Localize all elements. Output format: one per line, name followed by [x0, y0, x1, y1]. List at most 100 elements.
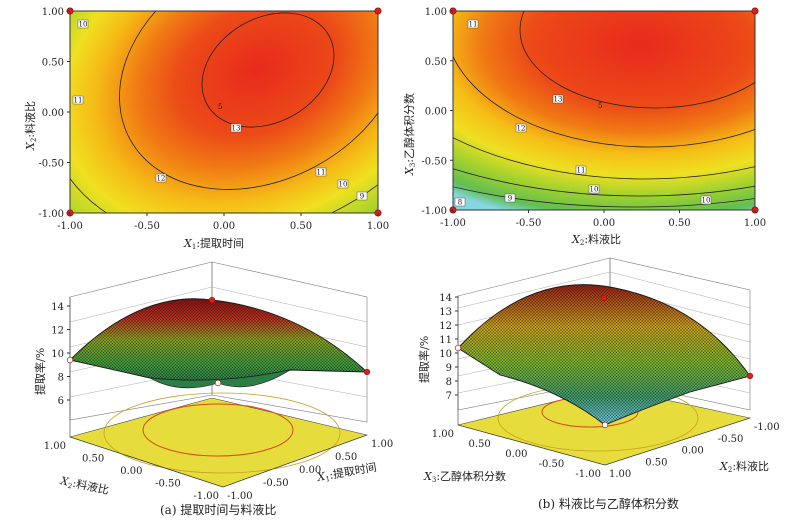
floor-contour-a1	[142, 403, 294, 457]
contour-line-13b	[519, 11, 755, 109]
contour-label: 11	[317, 169, 326, 177]
contour-label: 10	[590, 186, 599, 194]
contour-label: 9	[360, 193, 364, 201]
y3d-tick-label: 0.00	[505, 449, 527, 460]
x3d-tick-label: -0.50	[718, 434, 744, 445]
x3d-tick-label: -1.00	[754, 422, 780, 433]
center-point-label: 5	[598, 102, 602, 110]
y3d-tick-label: -1.00	[193, 491, 219, 502]
y3d-tick-label: -0.50	[539, 459, 565, 470]
x3d-axis-label-a: X1:提取时间	[315, 461, 378, 485]
contour-label-box	[454, 197, 466, 207]
x-tick-label: -0.50	[134, 221, 160, 232]
x-tick-label: 0.50	[668, 218, 690, 229]
y-tick-label: -1.00	[421, 206, 447, 217]
x-tick-label: 0.00	[593, 218, 615, 229]
x3d-tick-label: 0.50	[335, 452, 357, 463]
z-axis-label-a: 提取率/%	[33, 348, 47, 395]
contour-line-11b	[453, 137, 755, 180]
contour-label: 10	[79, 21, 88, 29]
y-tick-label: 0.00	[425, 107, 447, 118]
y-axis-a	[69, 436, 224, 488]
surface-points-a	[66, 296, 371, 387]
contour-label-box	[552, 94, 564, 104]
contour-line-9b	[453, 186, 755, 208]
y3d-tick-label: 1.00	[44, 441, 66, 452]
contour-line-12	[119, 11, 378, 190]
y3d-axis-label-b: X3:乙醇体积分数	[423, 469, 506, 484]
contour-line-12b	[453, 55, 755, 148]
contour-label: 11	[577, 167, 586, 175]
contour-label: 13	[554, 96, 563, 104]
axis-ticks-a: -1.00 -0.50 0.00 0.50 1.00 1.00 0.50 0.00 -0.50 -…	[38, 7, 389, 232]
z-tick-label: 10	[51, 349, 64, 360]
contour-label: 13	[232, 125, 241, 133]
x3d-tick-label: 0.50	[645, 457, 667, 468]
x-tick-label: -1.00	[440, 218, 466, 229]
y-tick-label: 0.50	[425, 57, 447, 68]
y-tick-label: 0.50	[42, 58, 64, 69]
z-tick-label: 9	[446, 363, 452, 374]
x3d-tick-label: 1.00	[371, 439, 393, 450]
x-tick-label: -1.00	[57, 221, 83, 232]
contour-labels-a: 10 11 12 13 11 10 9 5	[72, 19, 368, 201]
surface-mesh-b	[458, 284, 750, 425]
contour-label: 10	[702, 197, 711, 205]
x3d-tick-label: 0.00	[299, 465, 321, 476]
x3d-axis-label-b: X2:料液比	[719, 459, 769, 474]
x3d-tick-label: -0.50	[263, 478, 289, 489]
z-tick-label: 8	[446, 377, 452, 388]
contour-plot-a: 10 11 12 13 11 10 9 5 -1.00 -0.50 0.00 0.50 1.00 1.0…	[23, 7, 389, 251]
contour-label: 10	[339, 181, 348, 189]
z-tick-label: 13	[439, 307, 452, 318]
contour-label-box	[575, 165, 587, 175]
surface-points-b	[454, 294, 754, 429]
contour-field-b	[453, 11, 755, 210]
axis-ticks-b: -1.00 -0.50 0.00 0.50 1.00 1.00 0.50 0.00 -0.50 -…	[421, 7, 766, 229]
surface-design-point	[66, 356, 74, 364]
z-axis-label-b: 提取率/%	[417, 336, 431, 383]
contour-label-box	[700, 195, 712, 205]
y3d-tick-label: 0.00	[120, 466, 142, 477]
surface-front-a	[149, 369, 291, 389]
contour-label-box	[504, 193, 516, 203]
contour-line-13	[201, 12, 335, 128]
x-axis-label-b: X2:料液比	[571, 232, 621, 247]
y3d-tick-label: 0.50	[82, 454, 104, 465]
y-axis-b	[457, 424, 606, 466]
surface-mesh-a	[70, 298, 367, 381]
contour-label-box	[155, 173, 167, 183]
contour-label-box	[467, 19, 479, 29]
x-tick-label: 1.00	[744, 218, 766, 229]
surface-design-point	[363, 368, 371, 376]
y-tick-label: -0.50	[421, 156, 447, 167]
y-tick-label: 1.00	[42, 7, 64, 18]
x-tick-label: 0.00	[213, 221, 235, 232]
z-tick-label: 11	[439, 335, 452, 346]
y3d-tick-label: 1.00	[432, 429, 454, 440]
y-tick-label: -1.00	[38, 209, 64, 220]
design-point	[374, 7, 382, 15]
contour-label-box	[315, 167, 327, 177]
y3d-tick-label: -1.00	[575, 469, 601, 480]
contour-label: 9	[508, 195, 512, 203]
y-tick-label: 0.00	[42, 108, 64, 119]
y-tick-label: 1.00	[425, 7, 447, 18]
y3d-axis-label-a: X2:料液比	[58, 473, 110, 498]
x3d-tick-label: 0.00	[682, 446, 704, 457]
x-tick-label: 1.00	[367, 221, 389, 232]
z-tick-label: 14	[439, 293, 452, 304]
contour-field-a	[70, 11, 378, 213]
contour-label: 12	[157, 175, 166, 183]
x-tick-label: -0.50	[516, 218, 542, 229]
y3d-tick-label: 0.50	[468, 439, 490, 450]
contour-label-box	[77, 19, 89, 29]
z-tick-label: 8	[58, 373, 64, 384]
y3d-tick-label: -0.50	[155, 479, 181, 490]
contour-label-box	[356, 191, 368, 201]
z-tick-label: 12	[51, 326, 64, 337]
surface-design-point	[208, 296, 216, 304]
center-point-label: 5	[218, 103, 222, 111]
surface-plot-a	[68, 261, 369, 488]
caption-a: (a) 提取时间与料液比	[160, 502, 276, 517]
